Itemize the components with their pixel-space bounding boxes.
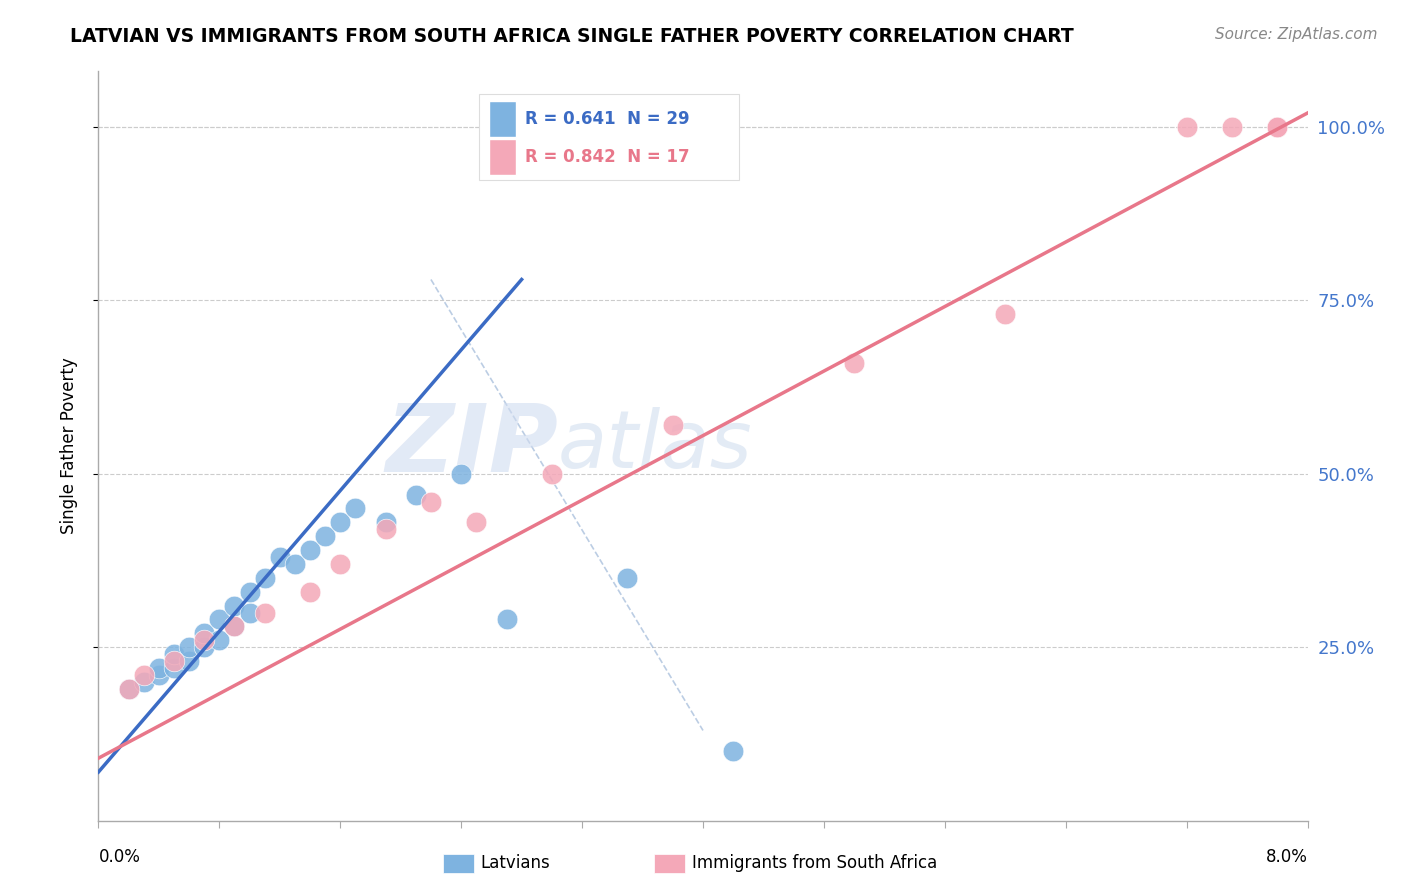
Point	[299, 584, 322, 599]
Point	[163, 654, 186, 668]
Point	[208, 633, 231, 648]
Text: atlas: atlas	[558, 407, 752, 485]
Point	[193, 633, 215, 648]
Point	[465, 516, 488, 530]
Point	[208, 612, 231, 626]
Point	[723, 744, 745, 758]
Point	[495, 612, 517, 626]
Point	[118, 681, 141, 696]
Point	[661, 418, 683, 433]
Point	[148, 668, 170, 682]
Point	[344, 501, 367, 516]
Point	[1267, 120, 1289, 134]
Point	[118, 681, 141, 696]
Point	[148, 661, 170, 675]
Point	[193, 626, 215, 640]
Point	[661, 120, 683, 134]
Text: 0.0%: 0.0%	[98, 848, 141, 866]
Point	[163, 647, 186, 661]
Point	[844, 356, 866, 370]
Bar	[489, 102, 516, 137]
Point	[450, 467, 472, 481]
Point	[224, 619, 246, 633]
Point	[329, 557, 352, 571]
Point	[179, 654, 201, 668]
Bar	[489, 139, 516, 175]
Point	[616, 571, 638, 585]
Text: LATVIAN VS IMMIGRANTS FROM SOUTH AFRICA SINGLE FATHER POVERTY CORRELATION CHART: LATVIAN VS IMMIGRANTS FROM SOUTH AFRICA …	[70, 27, 1074, 45]
Text: Latvians: Latvians	[481, 854, 551, 871]
Text: ZIP: ZIP	[385, 400, 558, 492]
Point	[253, 571, 276, 585]
Point	[193, 640, 215, 655]
Point	[420, 494, 443, 508]
Point	[1220, 120, 1243, 134]
Text: Source: ZipAtlas.com: Source: ZipAtlas.com	[1215, 27, 1378, 42]
Text: R = 0.641  N = 29: R = 0.641 N = 29	[526, 111, 690, 128]
Point	[994, 307, 1017, 321]
Point	[132, 668, 155, 682]
Point	[239, 606, 262, 620]
Point	[239, 584, 262, 599]
Point	[179, 640, 201, 655]
Text: R = 0.842  N = 17: R = 0.842 N = 17	[526, 148, 690, 166]
Point	[374, 522, 396, 536]
Point	[314, 529, 336, 543]
Point	[540, 467, 562, 481]
Point	[224, 619, 246, 633]
Point	[299, 543, 322, 558]
Point	[405, 487, 427, 501]
Y-axis label: Single Father Poverty: Single Father Poverty	[59, 358, 77, 534]
Point	[224, 599, 246, 613]
Point	[602, 120, 624, 134]
Text: Immigrants from South Africa: Immigrants from South Africa	[692, 854, 936, 871]
Point	[540, 120, 562, 134]
Point	[1175, 120, 1198, 134]
Point	[253, 606, 276, 620]
Point	[269, 549, 291, 564]
Point	[1267, 120, 1289, 134]
Point	[163, 661, 186, 675]
Text: 8.0%: 8.0%	[1265, 848, 1308, 866]
Point	[132, 674, 155, 689]
Point	[329, 516, 352, 530]
Point	[284, 557, 307, 571]
Point	[374, 516, 396, 530]
Polygon shape	[479, 94, 740, 180]
